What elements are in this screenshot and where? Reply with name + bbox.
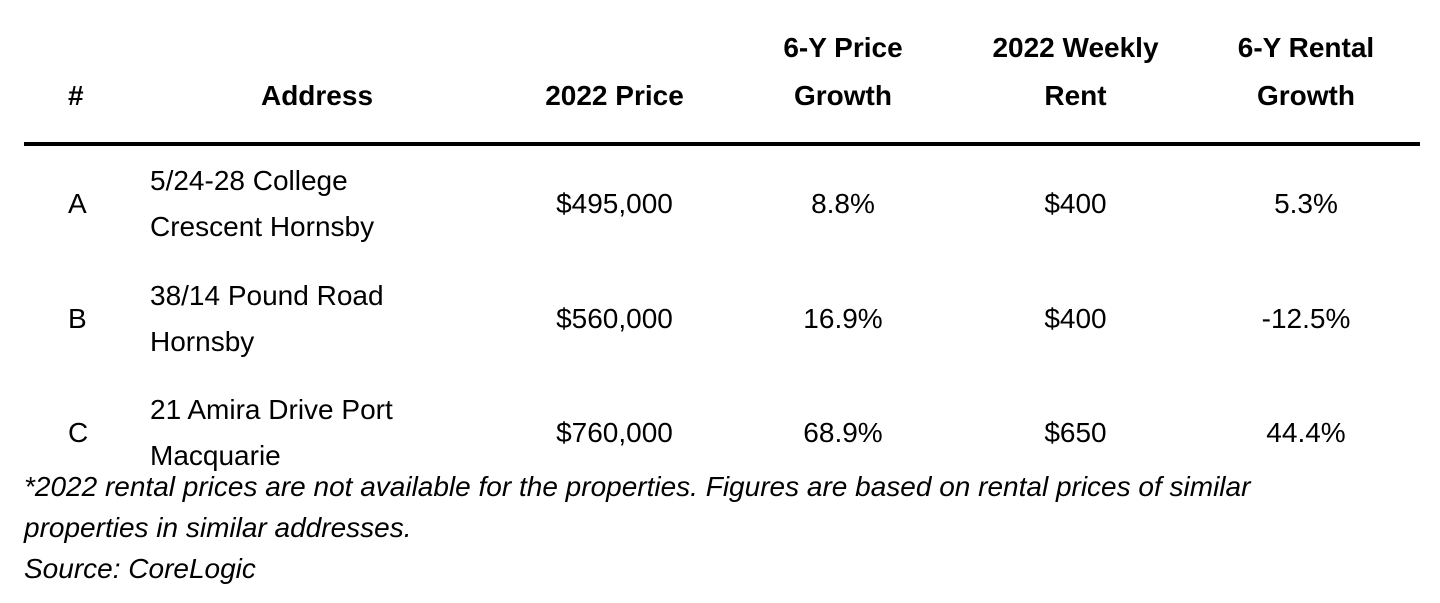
row-id: C xyxy=(68,417,89,448)
row-rental-growth: -12.5% xyxy=(1261,303,1351,334)
property-comparison-table: # Address 2022 Price 6-Y Price Growth 20… xyxy=(24,0,1420,490)
table-row: B 38/14 Pound Road Hornsby $560,000 16.9… xyxy=(24,262,1420,376)
row-address: 38/14 Pound Road Hornsby xyxy=(132,262,502,376)
row-rental-growth: 5.3% xyxy=(1274,188,1338,219)
row-address-line1: 38/14 Pound Road xyxy=(150,280,384,311)
source-note: Source: CoreLogic xyxy=(24,553,256,584)
table-notes: *2022 rental prices are not available fo… xyxy=(24,466,1424,589)
row-id: A xyxy=(68,188,87,219)
row-2022-price: $495,000 xyxy=(556,188,673,219)
footnote-line2: properties in similar addresses. xyxy=(24,512,412,543)
header-price-growth-line2: Growth xyxy=(794,80,892,111)
row-2022-price: $560,000 xyxy=(556,303,673,334)
table-header-row: # Address 2022 Price 6-Y Price Growth 20… xyxy=(24,0,1420,144)
row-weekly-rent: $650 xyxy=(1044,417,1107,448)
row-address-line1: 5/24-28 College xyxy=(150,165,348,196)
row-2022-price: $760,000 xyxy=(556,417,673,448)
header-weekly-rent-line2: Rent xyxy=(1044,80,1107,111)
row-address-line2: Macquarie xyxy=(150,440,281,471)
row-address: 21 Amira Drive Port Macquarie xyxy=(132,376,502,490)
row-price-growth: 68.9% xyxy=(803,417,883,448)
header-rental-growth-line1: 6-Y Rental xyxy=(1237,32,1375,63)
row-weekly-rent: $400 xyxy=(1044,303,1107,334)
header-address: Address xyxy=(260,80,374,111)
row-address-line2: Crescent Hornsby xyxy=(150,211,375,242)
header-2022-price: 2022 Price xyxy=(545,80,684,111)
row-address: 5/24-28 College Crescent Hornsby xyxy=(132,144,502,262)
property-comparison-table-container: # Address 2022 Price 6-Y Price Growth 20… xyxy=(24,0,1420,490)
row-rental-growth: 44.4% xyxy=(1266,417,1346,448)
header-rental-growth: 6-Y Rental Growth xyxy=(1192,0,1420,144)
row-weekly-rent: $400 xyxy=(1044,188,1107,219)
header-price-growth-line1: 6-Y Price xyxy=(783,32,903,63)
header-weekly-rent-line1: 2022 Weekly xyxy=(992,32,1159,63)
header-rental-growth-line2: Growth xyxy=(1257,80,1355,111)
header-price-growth: 6-Y Price Growth xyxy=(727,0,959,144)
footnote-line1: *2022 rental prices are not available fo… xyxy=(24,471,1251,502)
table-row: C 21 Amira Drive Port Macquarie $760,000… xyxy=(24,376,1420,490)
row-address-line1: 21 Amira Drive Port xyxy=(150,394,393,425)
header-num: # xyxy=(68,80,84,111)
row-price-growth: 8.8% xyxy=(811,188,875,219)
row-id: B xyxy=(68,303,87,334)
table-row: A 5/24-28 College Crescent Hornsby $495,… xyxy=(24,144,1420,262)
header-weekly-rent: 2022 Weekly Rent xyxy=(959,0,1192,144)
row-address-line2: Hornsby xyxy=(150,326,255,357)
row-price-growth: 16.9% xyxy=(803,303,883,334)
